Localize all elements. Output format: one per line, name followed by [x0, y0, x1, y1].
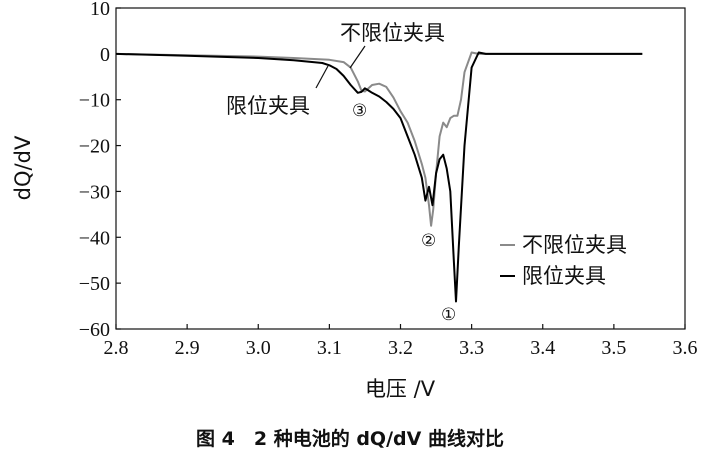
marker-1: ①	[441, 305, 456, 325]
x-tick-label: 3.0	[246, 337, 271, 359]
figure-caption: 图 4 2 种电池的 dQ/dV 曲线对比	[196, 427, 504, 450]
annotation-unlimited: 不限位夹具	[340, 21, 445, 45]
marker-2: ②	[421, 231, 436, 251]
x-tick-label: 3.2	[388, 337, 413, 359]
x-tick-label: 3.1	[317, 337, 342, 359]
x-tick-label: 3.6	[673, 337, 698, 359]
legend-label-limited: 限位夹具	[522, 264, 606, 288]
y-tick-label: −50	[79, 273, 110, 295]
x-tick-label: 3.4	[530, 337, 555, 359]
y-axis-label: dQ/dV	[11, 135, 35, 200]
x-tick-label: 2.9	[175, 337, 200, 359]
y-tick-label: 10	[90, 0, 110, 20]
x-tick-label: 3.5	[601, 337, 626, 359]
y-tick-label: −20	[79, 136, 110, 158]
x-tick-label: 2.8	[104, 337, 129, 359]
y-tick-label: −10	[79, 90, 110, 112]
legend: 不限位夹具 限位夹具	[500, 233, 627, 288]
y-tick-label: −30	[79, 181, 110, 203]
y-tick-label: −40	[79, 227, 110, 249]
series-line-unlimited	[115, 51, 643, 227]
x-axis-label: 电压 /V	[365, 377, 436, 401]
y-tick-label: 0	[100, 44, 110, 66]
y-tick-label: −60	[79, 319, 110, 341]
marker-3: ③	[352, 101, 367, 121]
legend-label-unlimited: 不限位夹具	[522, 233, 627, 257]
x-tick-label: 3.3	[459, 337, 484, 359]
annotation-limited: 限位夹具	[226, 94, 310, 118]
annotation-limited-leader	[315, 65, 329, 89]
annotation-unlimited-leader	[349, 45, 366, 69]
series-line-limited	[115, 51, 643, 303]
